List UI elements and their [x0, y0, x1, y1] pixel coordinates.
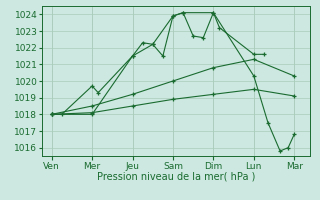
- X-axis label: Pression niveau de la mer( hPa ): Pression niveau de la mer( hPa ): [97, 172, 255, 182]
